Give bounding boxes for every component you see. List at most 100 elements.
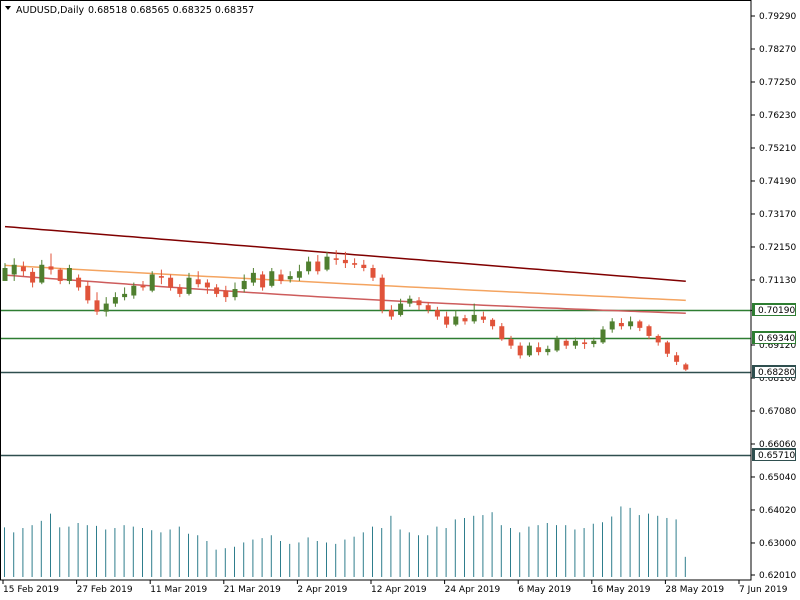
collapse-triangle-icon[interactable]	[5, 6, 11, 10]
candle	[600, 326, 606, 345]
candle-body	[324, 256, 330, 270]
candle-body	[333, 258, 339, 260]
candle	[214, 284, 220, 298]
candle-body	[48, 266, 54, 270]
candle-body	[11, 264, 17, 275]
candle	[278, 269, 284, 285]
level-tag-inner	[755, 305, 795, 315]
candle-body	[66, 268, 72, 281]
candle-body	[490, 319, 496, 327]
candle-body	[517, 345, 523, 356]
candle-body	[342, 259, 348, 264]
candle-body	[131, 285, 137, 296]
candle-body	[296, 271, 302, 278]
candle	[379, 274, 385, 314]
candle-body	[85, 285, 91, 301]
candle-body	[637, 321, 643, 328]
candle	[11, 258, 17, 281]
candle-body	[2, 268, 8, 281]
candle	[480, 311, 486, 323]
candle	[149, 271, 155, 293]
candle	[462, 314, 468, 325]
candle-body	[158, 276, 164, 278]
candle-body	[287, 276, 293, 280]
candle	[260, 271, 266, 291]
candle	[76, 274, 82, 291]
candle	[57, 268, 63, 285]
candle	[112, 292, 118, 307]
candle	[361, 259, 367, 272]
candle	[140, 280, 146, 291]
candlesticks	[2, 250, 689, 371]
candle	[499, 322, 505, 341]
candle-body	[250, 272, 256, 283]
candle-body	[204, 282, 210, 288]
candle-body	[186, 277, 192, 294]
candle	[646, 324, 652, 340]
candle	[664, 340, 670, 357]
candle	[315, 255, 321, 275]
candle	[85, 280, 91, 304]
price-tick-label: 0.68100	[759, 374, 796, 384]
candle-body	[361, 264, 367, 269]
candle	[131, 282, 137, 299]
candle-body	[563, 340, 569, 346]
candle	[471, 303, 477, 324]
candle	[122, 287, 128, 301]
candle-body	[140, 285, 146, 288]
candle	[20, 261, 26, 277]
candle	[48, 253, 54, 275]
candle-body	[232, 289, 238, 298]
time-tick-label: 6 May 2019	[518, 585, 571, 595]
candle-body	[214, 287, 220, 294]
candle	[434, 306, 440, 320]
candle-body	[609, 321, 615, 330]
price-tick-label: 0.66060	[759, 440, 796, 450]
candle	[232, 282, 238, 301]
candle-body	[39, 264, 45, 283]
candle-body	[618, 322, 624, 327]
level-tag-inner	[755, 333, 795, 343]
candle	[637, 319, 643, 332]
price-tick-label: 0.63000	[759, 539, 796, 549]
candle	[526, 342, 532, 357]
symbol-label: AUDUSD,Daily	[16, 5, 85, 16]
candle	[572, 337, 578, 349]
level-tag-label: 0.69340	[758, 334, 795, 344]
candle	[195, 271, 201, 288]
candle-body	[582, 342, 588, 345]
candle-body	[57, 269, 63, 281]
candle-body	[526, 345, 532, 356]
candle	[39, 259, 45, 285]
candle	[177, 284, 183, 298]
candle-body	[646, 326, 652, 336]
candle	[324, 251, 330, 272]
level-tag-inner	[755, 367, 795, 377]
time-tick-label: 7 Jun 2019	[739, 585, 788, 595]
candle	[609, 318, 615, 333]
plot-frame	[0, 0, 752, 581]
candle-body	[591, 340, 597, 345]
candle	[269, 268, 275, 288]
candle	[545, 345, 551, 356]
candle-body	[655, 335, 661, 343]
candle	[563, 339, 569, 349]
time-axis-ticks: 15 Feb 2019 27 Feb 2019 11 Mar 2019 21 Mar …	[2, 580, 788, 595]
price-tick-label: 0.65040	[759, 473, 796, 483]
candle	[296, 264, 302, 281]
candle	[582, 339, 588, 349]
candle	[94, 292, 100, 315]
candle	[591, 337, 597, 348]
candle	[444, 311, 450, 328]
candle-body	[398, 303, 404, 315]
candle	[628, 316, 634, 330]
candle-body	[306, 261, 312, 272]
candle-body	[664, 342, 670, 354]
candle	[655, 334, 661, 346]
candle	[388, 305, 394, 320]
price-tick-label: 0.77250	[759, 78, 796, 88]
price-tick-label: 0.62010	[759, 571, 796, 581]
candle-body	[628, 321, 634, 327]
candle	[398, 298, 404, 317]
